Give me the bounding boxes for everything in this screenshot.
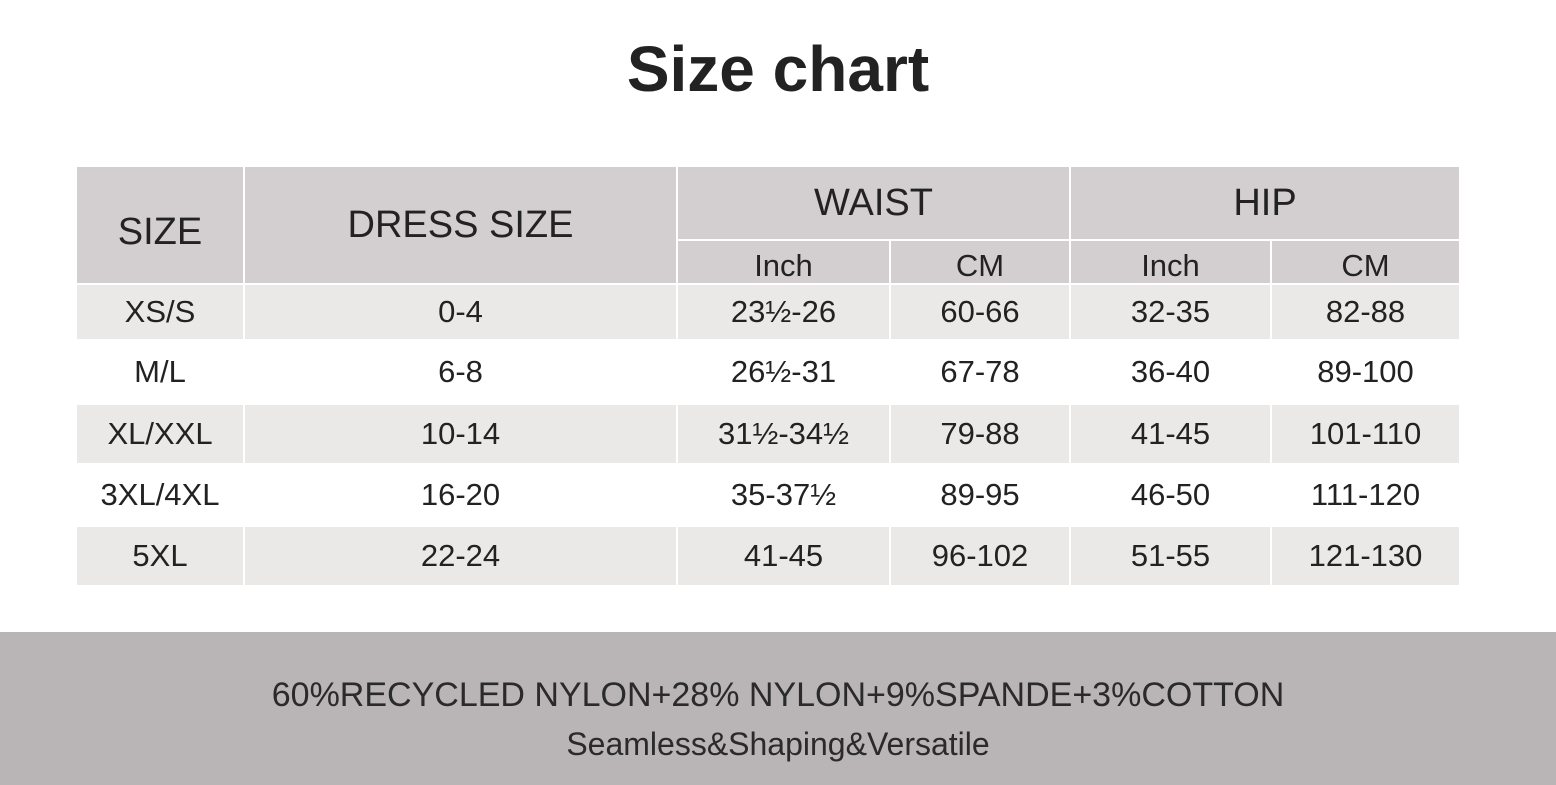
- title: Size chart: [626, 33, 930, 105]
- table-cell: 96-102: [891, 527, 1069, 585]
- table-cell: 41-45: [678, 527, 889, 585]
- table-cell: 41-45: [1071, 405, 1270, 463]
- table-cell: 111-120: [1272, 465, 1459, 525]
- table-cell: 31½-34½: [678, 405, 889, 463]
- group-header: HIP: [1071, 167, 1459, 239]
- table-cell: 6-8: [245, 341, 676, 403]
- table-cell: 10-14: [245, 405, 676, 463]
- table-cell: XS/S: [77, 285, 243, 339]
- table-cell: 3XL/4XL: [77, 465, 243, 525]
- table-cell: 26½-31: [678, 341, 889, 403]
- table-cell: 46-50: [1071, 465, 1270, 525]
- table-cell: 51-55: [1071, 527, 1270, 585]
- footer-material: 60%RECYCLED NYLON+28% NYLON+9%SPANDE+3%C…: [271, 676, 1285, 714]
- table-cell: 67-78: [891, 341, 1069, 403]
- table-cell: 121-130: [1272, 527, 1459, 585]
- table-cell: M/L: [77, 341, 243, 403]
- table-cell: 89-100: [1272, 341, 1459, 403]
- sub-header: Inch: [1071, 241, 1270, 283]
- sub-header: Inch: [678, 241, 889, 283]
- table-cell: 16-20: [245, 465, 676, 525]
- table-cell: 32-35: [1071, 285, 1270, 339]
- table-cell: 60-66: [891, 285, 1069, 339]
- table-cell: 82-88: [1272, 285, 1459, 339]
- table-cell: 36-40: [1071, 341, 1270, 403]
- table-cell: 23½-26: [678, 285, 889, 339]
- table-cell: 35-37½: [678, 465, 889, 525]
- table-cell: 0-4: [245, 285, 676, 339]
- column-header: DRESS SIZE: [245, 167, 676, 283]
- table-cell: 5XL: [77, 527, 243, 585]
- sub-header: CM: [891, 241, 1069, 283]
- table-cell: XL/XXL: [77, 405, 243, 463]
- sub-header: CM: [1272, 241, 1459, 283]
- table-cell: 22-24: [245, 527, 676, 585]
- table-cell: 89-95: [891, 465, 1069, 525]
- table-cell: 101-110: [1272, 405, 1459, 463]
- footer-features: Seamless&Shaping&Versatile: [566, 726, 990, 762]
- footer-band: 60%RECYCLED NYLON+28% NYLON+9%SPANDE+3%C…: [0, 632, 1556, 785]
- column-header: SIZE: [77, 167, 243, 283]
- table-cell: 79-88: [891, 405, 1069, 463]
- group-header: WAIST: [678, 167, 1069, 239]
